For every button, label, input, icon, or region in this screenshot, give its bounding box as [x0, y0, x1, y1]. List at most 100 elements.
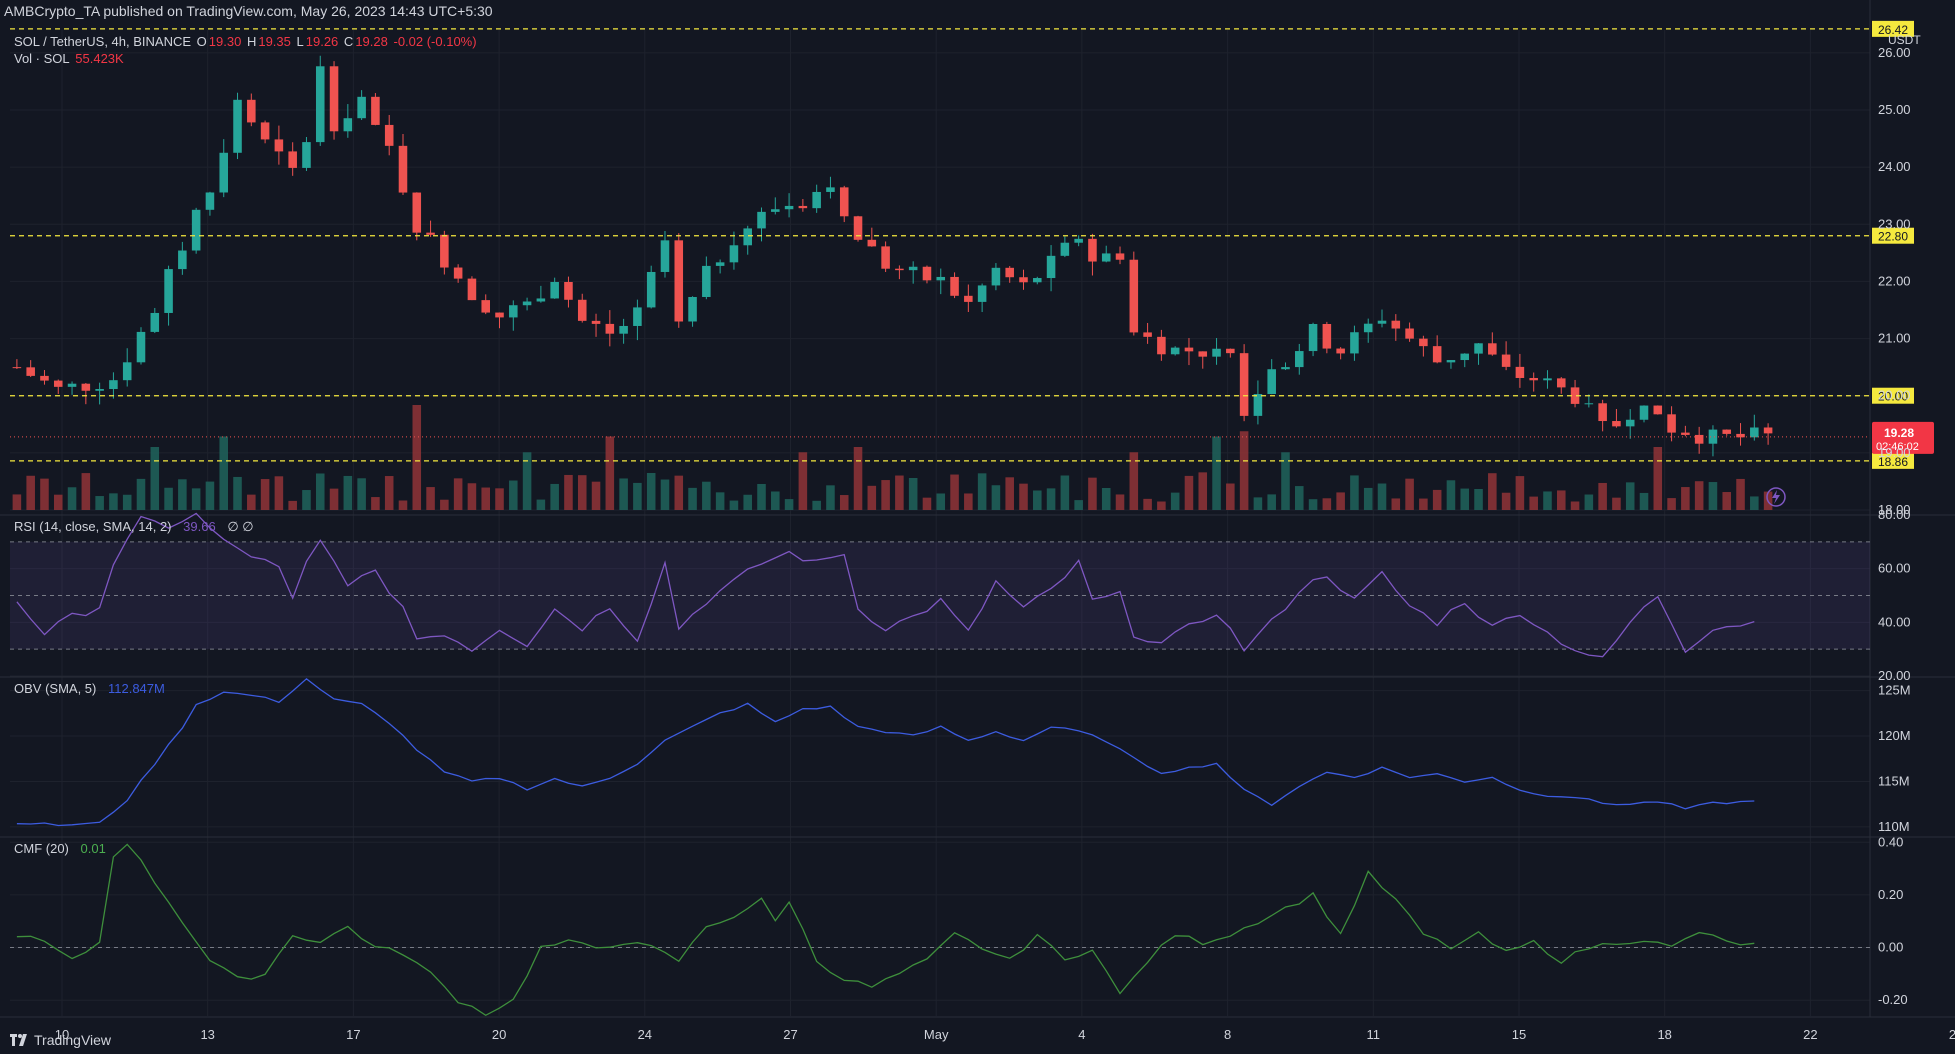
volume-bar — [881, 480, 890, 510]
candle-body — [1474, 343, 1483, 354]
candle-body — [1088, 238, 1097, 262]
candle-body — [1060, 242, 1070, 256]
candle-body — [743, 228, 752, 246]
volume-bar — [1432, 489, 1442, 510]
close-value: 19.28 — [355, 34, 388, 49]
volume-bar — [1681, 487, 1690, 510]
candle-body — [798, 205, 808, 209]
volume-bar — [784, 499, 794, 510]
candle-body — [702, 265, 711, 297]
price-y-tick-label: 24.00 — [1878, 159, 1911, 174]
volume-bar — [1350, 475, 1359, 510]
candle-body — [839, 187, 849, 217]
volume-bar — [81, 473, 91, 510]
volume-bar — [1625, 482, 1635, 510]
candle-body — [109, 380, 118, 390]
candle-body — [660, 240, 670, 272]
candle-body — [991, 267, 1001, 286]
candle-body — [1170, 347, 1180, 355]
price-y-tick-label: 26.00 — [1878, 45, 1911, 60]
volume-bar — [67, 487, 77, 510]
cmf-y-tick-label: 0.40 — [1878, 834, 1903, 849]
candle-body — [205, 192, 215, 210]
level-label-bg — [1872, 387, 1914, 404]
volume-bar — [564, 474, 573, 510]
candle-body — [826, 187, 835, 192]
volume-label[interactable]: Vol · SOL — [14, 51, 70, 66]
obv-title[interactable]: OBV (SMA, 5) — [14, 681, 97, 696]
x-tick-label: 13 — [200, 1027, 214, 1042]
candle-body — [867, 239, 877, 247]
candle-body — [1308, 323, 1318, 352]
cmf-title[interactable]: CMF (20) — [14, 841, 69, 856]
volume-bar — [798, 452, 808, 510]
brand-name: TradingView — [34, 1032, 112, 1048]
volume-bar — [260, 479, 270, 510]
price-y-tick-label: 19.00 — [1878, 445, 1911, 460]
candle-body — [895, 268, 904, 271]
volume-bar — [867, 485, 877, 510]
symbol-label[interactable]: SOL / TetherUS, 4h, BINANCE — [14, 34, 192, 49]
obv-y-tick-label: 110M — [1878, 819, 1910, 834]
volume-bar — [839, 495, 849, 510]
volume-bar — [1088, 477, 1097, 510]
volume-bar — [1281, 452, 1290, 510]
candle-body — [688, 296, 697, 322]
candle-body — [495, 312, 504, 318]
volume-bar — [660, 479, 670, 510]
volume-bar — [729, 500, 739, 510]
candle-body — [95, 389, 104, 391]
volume-bar — [302, 490, 311, 510]
candle-body — [1543, 378, 1552, 381]
cmf-legend: CMF (20) 0.01 — [14, 841, 108, 856]
level-label: 22.80 — [1878, 230, 1908, 244]
x-tick-label: 17 — [346, 1027, 360, 1042]
x-tick-label: 8 — [1224, 1027, 1231, 1042]
volume-bar — [95, 496, 104, 510]
volume-bar — [1170, 492, 1180, 510]
volume-bar — [398, 500, 408, 510]
volume-bar — [826, 485, 835, 510]
candle-body — [1584, 403, 1594, 405]
change-value: -0.02 (-0.10%) — [393, 34, 477, 49]
candle-body — [1653, 405, 1663, 415]
level-label-bg — [1872, 20, 1914, 37]
x-tick-label: 22 — [1803, 1027, 1817, 1042]
countdown-label: 02:46:02 — [1876, 441, 1919, 453]
candle-body — [619, 325, 628, 334]
candle-body — [302, 142, 311, 168]
volume-bar — [646, 473, 656, 510]
volume-bar — [329, 488, 339, 510]
volume-bar — [53, 494, 63, 510]
cmf-y-tick-label: 0.20 — [1878, 887, 1903, 902]
candle-body — [1239, 353, 1249, 416]
volume-bar — [1157, 501, 1166, 510]
volume-bar — [1336, 492, 1345, 510]
publish-info: AMBCrypto_TA published on TradingView.co… — [4, 3, 493, 19]
candle-body — [1198, 351, 1208, 357]
price-y-tick-label: 25.00 — [1878, 102, 1911, 117]
low-label: L — [296, 34, 304, 49]
x-tick-label: 10 — [55, 1027, 69, 1042]
volume-bar — [1419, 498, 1428, 510]
volume-bar — [509, 480, 518, 510]
candle-body — [371, 96, 380, 125]
close-label: C — [343, 34, 354, 49]
volume-bar — [343, 475, 353, 510]
x-tick-label: 25 — [1949, 1027, 1955, 1042]
candle-body — [550, 281, 559, 299]
candle-body — [274, 139, 284, 152]
candle-body — [357, 96, 366, 119]
tradingview-brand[interactable]: TradingView — [10, 1032, 111, 1048]
candle-body — [715, 262, 725, 266]
volume-bar — [426, 487, 435, 510]
volume-bar — [1639, 492, 1649, 510]
candle-body — [453, 267, 463, 279]
candle-body — [1253, 394, 1263, 416]
candle-body — [1750, 427, 1759, 438]
volume-bar — [688, 487, 697, 510]
volume-bar — [164, 487, 173, 510]
x-tick-label: 24 — [638, 1027, 652, 1042]
rsi-title[interactable]: RSI (14, close, SMA, 14, 2) — [14, 519, 172, 534]
